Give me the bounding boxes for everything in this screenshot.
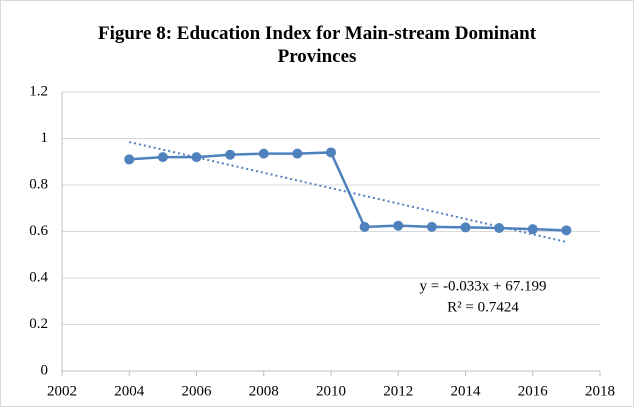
x-tick-label: 2006 [182,383,213,399]
x-tick-label: 2012 [383,383,413,399]
x-tick-label: 2016 [518,383,549,399]
point [326,147,336,158]
y-tick-label: 0.6 [29,223,48,239]
point [527,224,538,235]
point [225,149,236,160]
x-tick-label: 2010 [316,383,346,399]
chart-title: Figure 8: Education Index for Main-strea… [97,23,537,67]
point [359,221,370,232]
point [426,221,437,232]
point [191,152,202,163]
y-tick-label: 1 [41,130,49,146]
x-tick-label: 2002 [47,383,77,399]
x-tick-label: 2004 [114,383,145,399]
y-tick-label: 0.4 [29,269,48,285]
annotation: y = -0.033x + 67.199 [420,278,547,294]
point [258,148,269,159]
x-tick-label: 2014 [451,383,482,399]
series-line [129,151,567,232]
point [292,148,303,159]
point [494,223,505,234]
y-tick-label: 0.2 [29,316,48,332]
point [561,225,572,236]
y-tick-label: 0.8 [29,176,48,192]
point [157,152,168,163]
x-tick-label: 2018 [585,383,615,399]
point [460,222,471,233]
y-tick-label: 1.2 [29,83,48,99]
annotation: R² = 0.7424 [447,299,519,315]
point [124,154,135,165]
y-tick-label: 0 [41,362,49,378]
x-tick-label: 2008 [249,383,279,399]
point [393,220,404,231]
